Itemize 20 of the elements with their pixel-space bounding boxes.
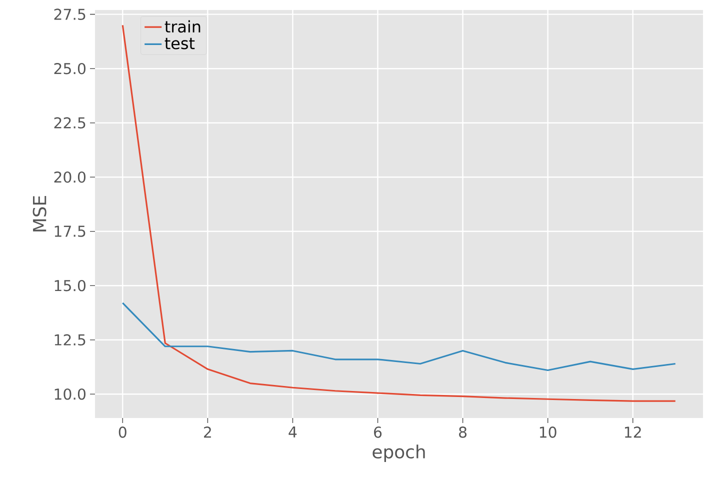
legend-label: test — [164, 38, 195, 50]
x-tick-label: 10 — [540, 426, 556, 438]
y-tick-label: 17.5 — [54, 226, 86, 237]
line-series — [122, 302, 676, 372]
y-tick-label: 12.5 — [54, 334, 86, 346]
x-tick-label: 6 — [374, 426, 382, 438]
y-tick-label: 10.0 — [54, 388, 86, 400]
y-tick-label: 20.0 — [54, 171, 86, 183]
x-tick-label: 8 — [459, 426, 467, 438]
y-tick-label: 22.5 — [54, 117, 86, 129]
x-tick-label: 2 — [204, 426, 211, 438]
y-tick-label: 27.5 — [54, 8, 86, 20]
y-axis-title: MSE — [32, 196, 46, 232]
x-tick-label: 12 — [624, 426, 641, 438]
legend-label: train — [164, 20, 200, 33]
y-tick-label: 15.0 — [54, 280, 86, 292]
x-tick-label: 4 — [288, 426, 297, 438]
x-axis-title: epoch — [372, 444, 425, 462]
x-tick-label: 0 — [118, 426, 126, 438]
y-tick-label: 25.0 — [54, 62, 86, 74]
